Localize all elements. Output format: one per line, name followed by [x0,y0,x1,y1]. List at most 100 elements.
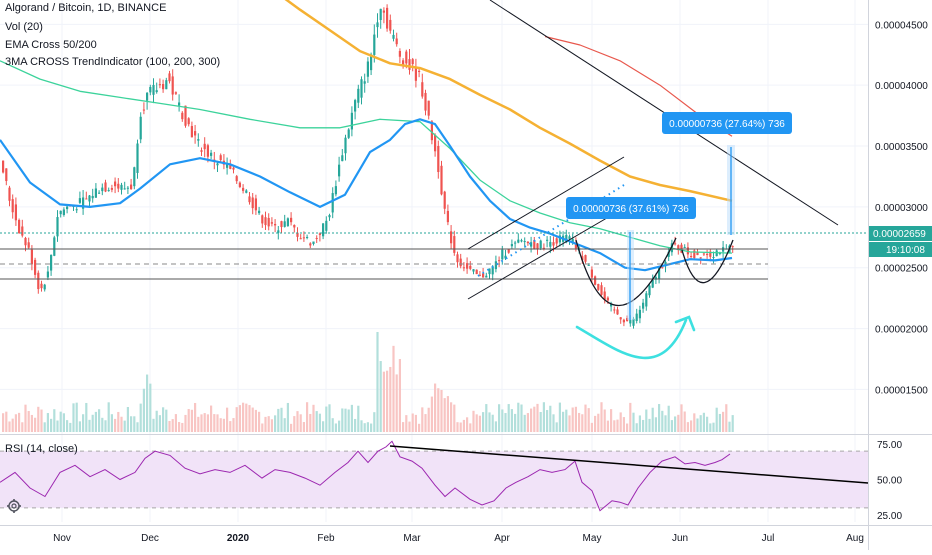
candle-body [203,143,206,150]
volume-bar [110,414,113,432]
candle-body [603,291,606,300]
candle-body [37,272,40,290]
volume-bar [411,413,414,432]
candle-body [469,265,472,269]
volume-bar [651,407,654,432]
legend-rsi[interactable]: RSI (14, close) [5,443,78,455]
candle-body [613,309,616,311]
ema-slow-line [0,60,733,254]
candle-body [590,269,593,278]
candle-body [648,285,651,296]
volume-bar [69,422,72,432]
volume-bar [296,411,299,432]
candle-body [498,260,501,262]
legend-symbol[interactable]: Algorand / Bitcoin, 1D, BINANCE [5,2,167,14]
volume-bar [658,404,661,432]
candle-body [101,187,104,192]
candle-body [520,240,523,242]
time-tick-label: Apr [494,533,510,544]
price-tick-label: 0.00003500 [875,142,928,153]
candle-body [555,238,558,244]
candle-body [117,183,120,189]
volume-bar [261,423,264,432]
volume-bar [40,409,43,432]
volume-bar [520,404,523,432]
volume-bar [344,408,347,432]
volume-bar [341,408,344,432]
volume-bar [629,402,632,432]
candle-body [245,190,248,193]
volume-bar [584,404,587,432]
volume-bar [632,412,635,432]
volume-bar [578,412,581,432]
volume-bar [158,415,161,432]
cyan-arrow [575,318,688,360]
volume-bar [322,421,325,432]
measure-left-label-bg [566,197,696,219]
drawings[interactable]: 0.00000736 (37.61%) 736 0.00000736 (27.64… [0,0,868,360]
volume-bar [523,414,526,432]
gear-icon[interactable] [6,498,22,514]
volume-bar [264,416,267,432]
candle-body [446,210,449,223]
candle-body [494,261,497,270]
volume-bar [718,413,721,432]
legend-ema[interactable]: EMA Cross 50/200 [5,39,97,51]
time-tick-label: Jul [762,533,775,544]
candle-body [366,61,369,77]
volume-bar [315,411,318,432]
volume-bar [251,407,254,432]
legend-volume[interactable]: Vol (20) [5,21,43,33]
candle-body [565,234,568,243]
candle-body [318,233,321,235]
candle-body [267,217,270,227]
candle-body [507,248,510,253]
volume-bar [123,420,126,432]
candle-body [59,210,62,215]
time-tick-label: Dec [141,533,159,544]
candle-body [674,243,677,245]
volume-bar [715,407,718,432]
legend-3ma[interactable]: 3MA CROSS TrendIndicator (100, 200, 300) [5,56,221,68]
candle-body [437,145,440,173]
volume-bar [107,402,110,432]
time-tick-label: Jun [672,533,688,544]
candle-body [501,249,504,260]
volume-bar [181,422,184,432]
volume-bar [133,416,136,432]
last-price-tag [869,226,932,241]
candle-body [539,240,542,249]
volume-bar [5,411,8,432]
volume-bar [56,420,59,432]
rsi-line [0,440,731,512]
candle-body [242,187,245,191]
candle-body [389,19,392,31]
candle-body [523,241,526,243]
candle-body [210,152,213,156]
candle-body [542,247,545,249]
volume-bar [696,418,699,432]
volume-bar [178,422,181,432]
candle-body [622,319,625,323]
candle-body [386,7,389,29]
volume-bar [200,414,203,432]
volume-bar [491,414,494,432]
volume-bar [46,413,49,432]
time-tick-label: May [583,533,602,544]
volume-bar [494,421,497,432]
candle-body [216,163,219,166]
candle-body [165,80,168,90]
candle-body [280,221,283,228]
volume-bar [386,370,389,432]
candle-body [699,257,702,259]
volume-bar [30,414,33,432]
candle-body [702,253,705,255]
volume-bar [638,415,641,432]
candle-body [642,302,645,309]
volume-bar [699,415,702,432]
volume-bar [622,417,625,432]
volume-bar [286,402,289,432]
candle-body [629,319,632,324]
